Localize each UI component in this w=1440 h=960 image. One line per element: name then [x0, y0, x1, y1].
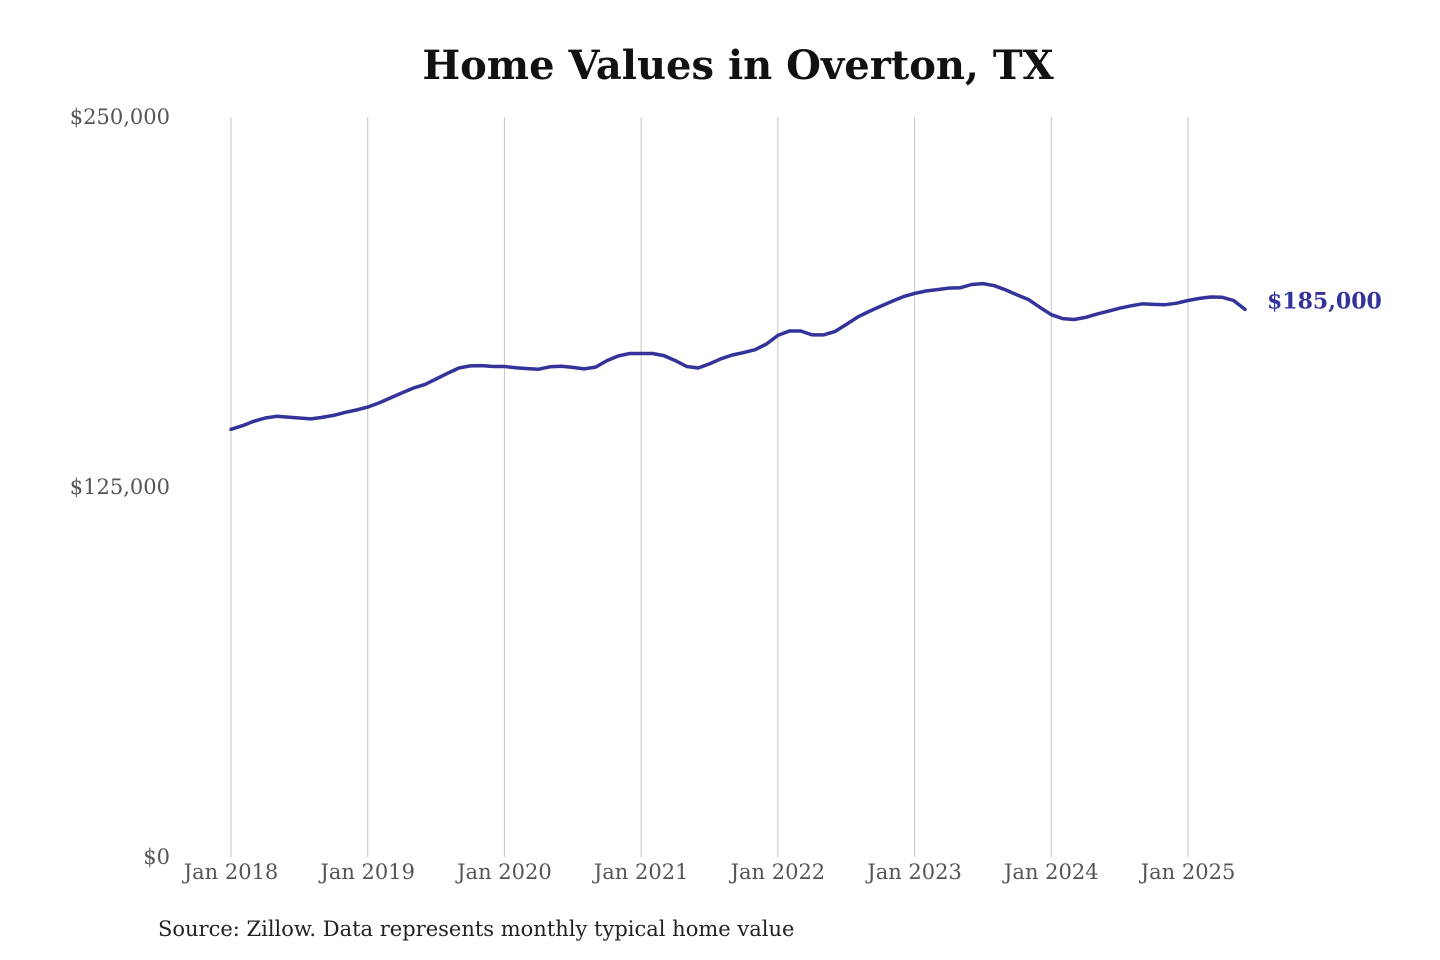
x-tick-label: Jan 2021 [592, 860, 689, 884]
y-tick-label: $0 [143, 845, 170, 869]
x-tick-label: Jan 2023 [865, 860, 962, 884]
x-tick-label: Jan 2025 [1139, 860, 1236, 884]
y-tick-label: $250,000 [70, 105, 170, 129]
x-tick-label: Jan 2024 [1002, 860, 1099, 884]
chart-title: Home Values in Overton, TX [422, 42, 1054, 89]
x-tick-label: Jan 2018 [182, 860, 279, 884]
y-tick-label: $125,000 [70, 475, 170, 499]
x-tick-label: Jan 2022 [729, 860, 826, 884]
x-tick-label: Jan 2020 [455, 860, 552, 884]
series-line [229, 281, 1247, 432]
end-value-label: $185,000 [1267, 288, 1382, 314]
x-tick-label: Jan 2019 [318, 860, 415, 884]
chart-source-note: Source: Zillow. Data represents monthly … [158, 917, 795, 941]
